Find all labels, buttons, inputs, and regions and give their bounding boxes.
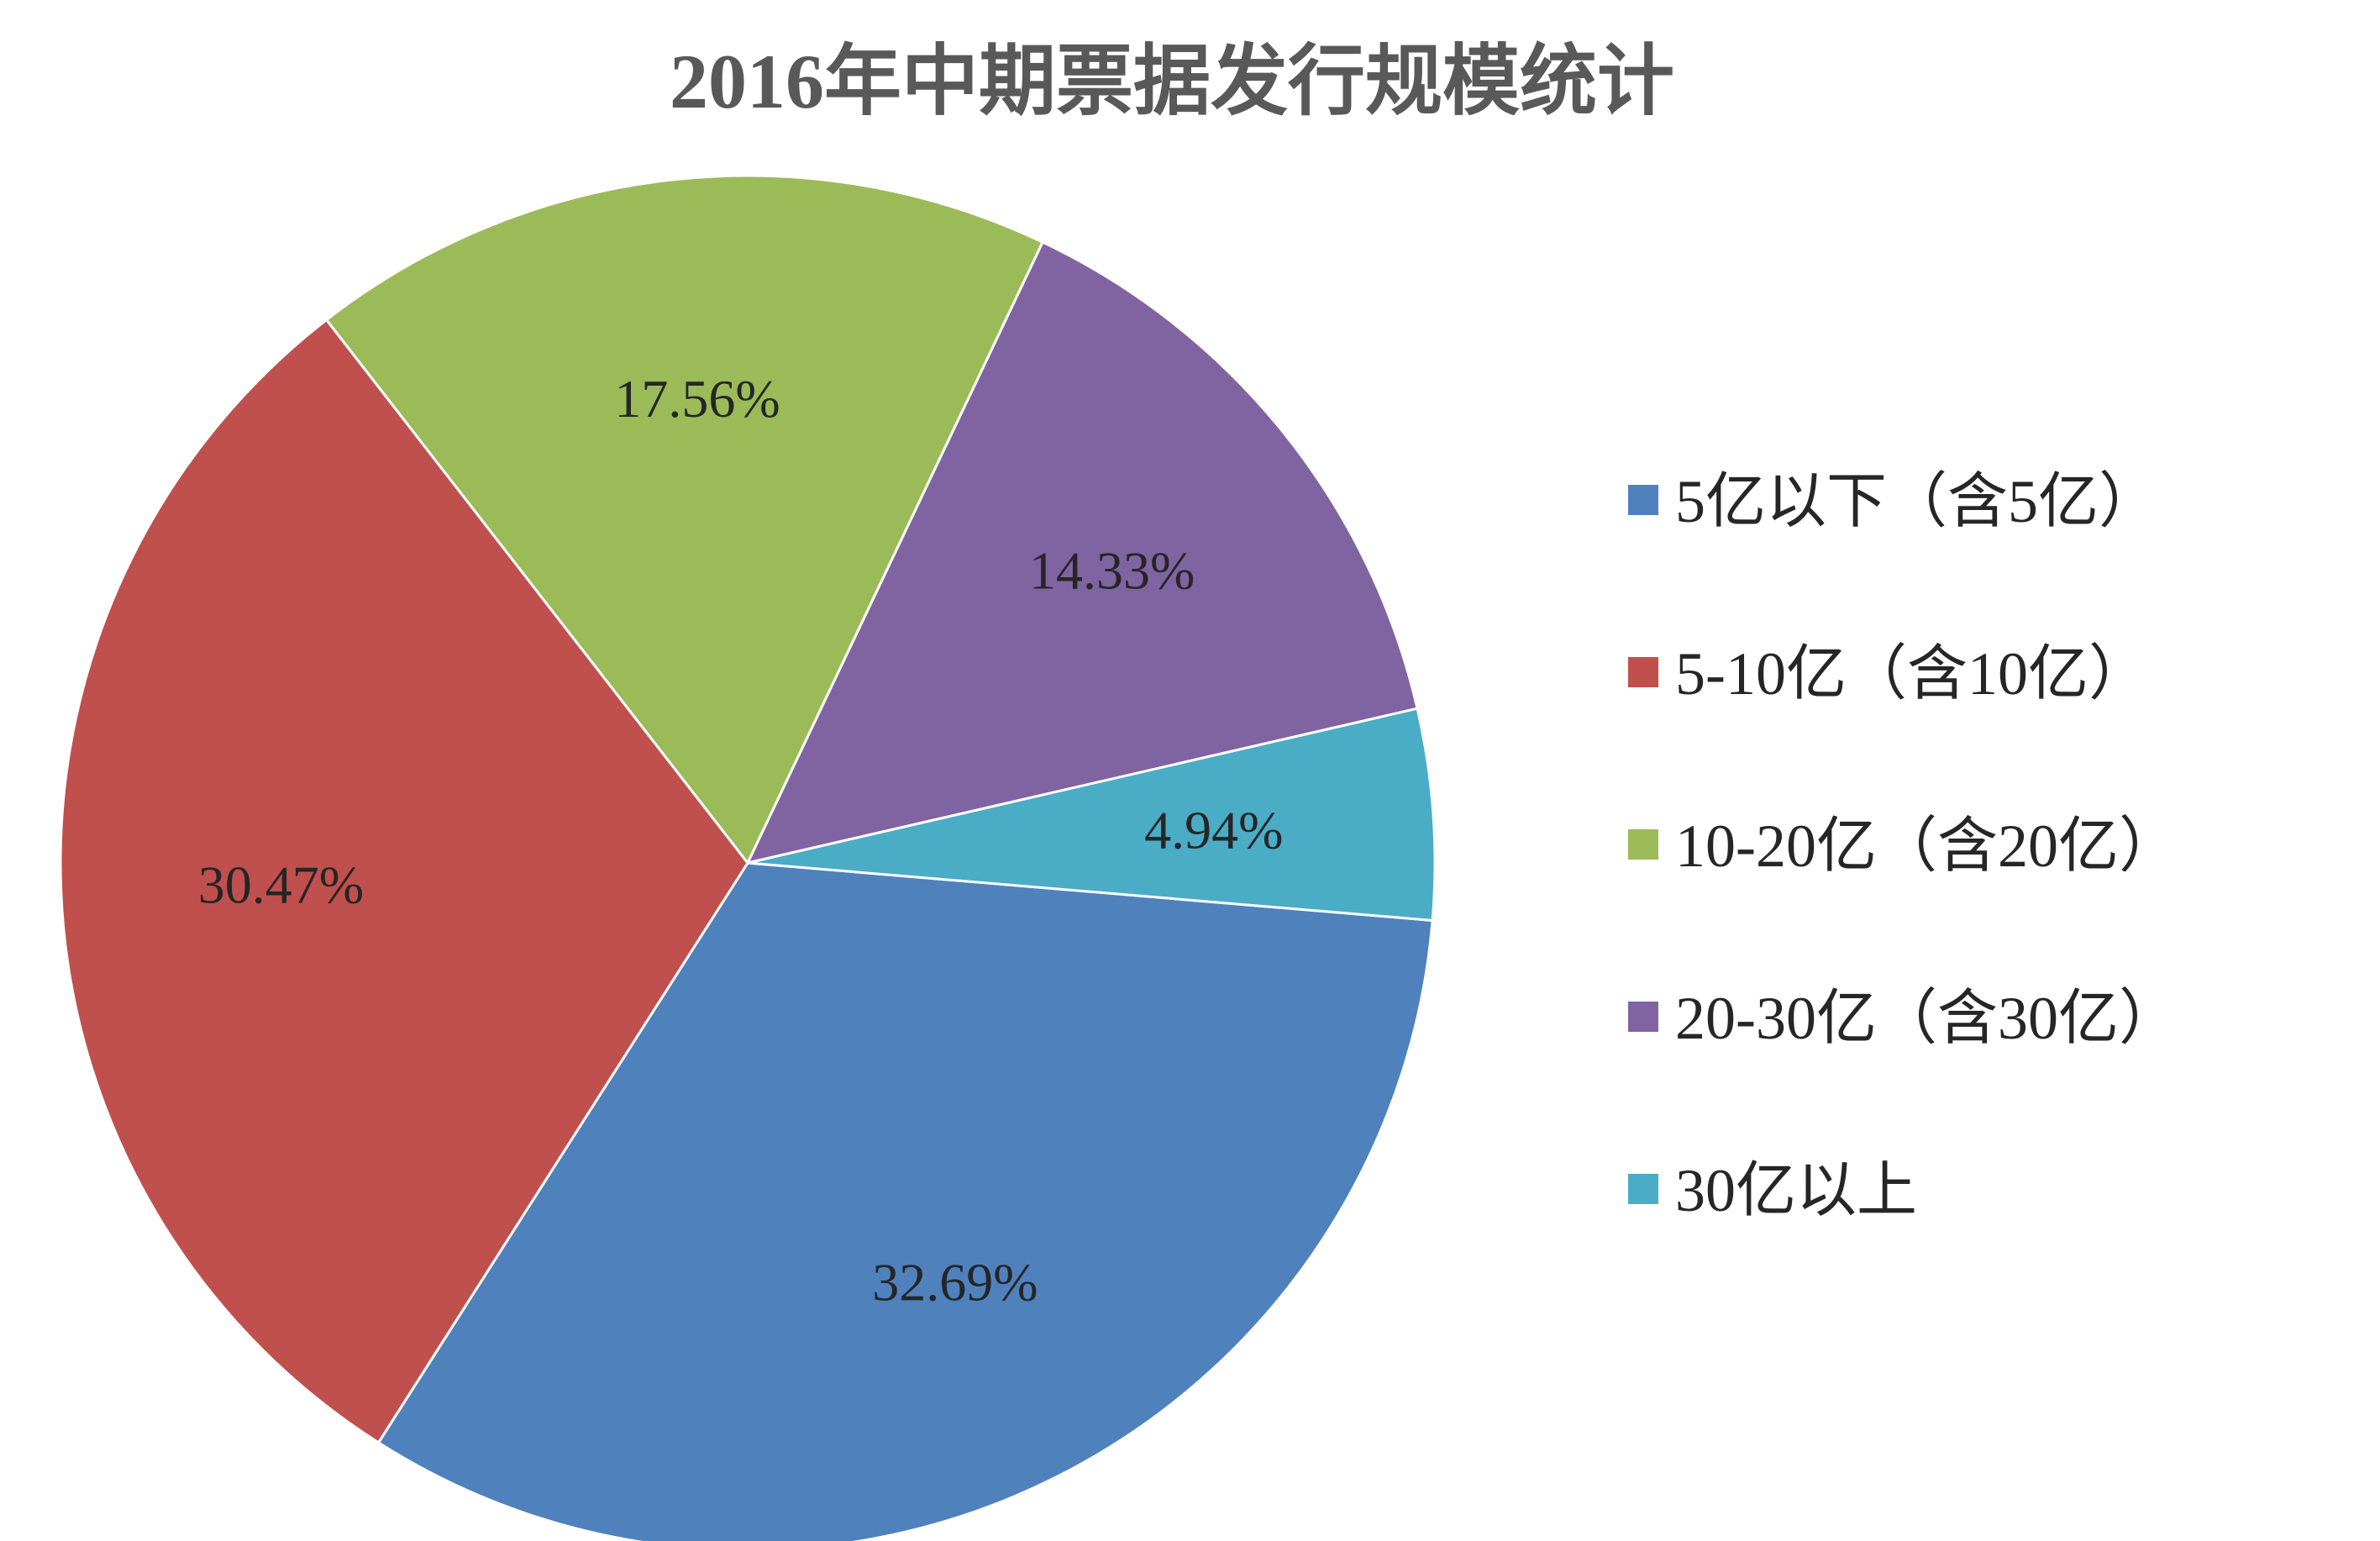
- legend-label-3: 10-20亿（含20亿）: [1675, 813, 2179, 880]
- chart-title: 2016年中期票据发行规模统计: [670, 39, 1674, 124]
- legend-item-5: 30亿以上: [1628, 1157, 1917, 1224]
- legend-swatch-3: [1628, 829, 1658, 860]
- data-label-4: 14.33%: [1029, 541, 1195, 601]
- pie-slices: [59, 174, 1437, 1541]
- pie-data-labels: 32.69% 30.47% 17.56% 14.33% 4.94%: [198, 369, 1284, 1312]
- pie-slice-4: [745, 240, 1419, 865]
- legend-label-2: 5-10亿（含10亿）: [1675, 640, 2149, 707]
- pie-slice-1: [376, 861, 1434, 1541]
- legend: 5亿以下（含5亿） 5-10亿（含10亿） 10-20亿（含20亿） 20-30亿（含…: [1628, 468, 2179, 1224]
- legend-item-4: 20-30亿（含30亿）: [1628, 985, 2179, 1052]
- legend-swatch-1: [1628, 485, 1658, 515]
- legend-swatch-2: [1628, 657, 1658, 687]
- pie-slice-2: [59, 318, 749, 1445]
- data-label-5: 4.94%: [1144, 800, 1283, 860]
- legend-label-5: 30亿以上: [1675, 1157, 1917, 1224]
- legend-item-3: 10-20亿（含20亿）: [1628, 813, 2179, 880]
- pie-slice-5: [747, 707, 1437, 923]
- data-label-1: 32.69%: [872, 1252, 1038, 1312]
- legend-label-1: 5亿以下（含5亿）: [1675, 468, 2159, 535]
- pie-slice-3: [324, 174, 1045, 865]
- legend-swatch-4: [1628, 1002, 1658, 1032]
- legend-item-1: 5亿以下（含5亿）: [1628, 468, 2159, 535]
- legend-item-2: 5-10亿（含10亿）: [1628, 640, 2149, 707]
- legend-swatch-5: [1628, 1174, 1658, 1204]
- data-label-3: 17.56%: [614, 369, 780, 429]
- data-label-2: 30.47%: [198, 855, 364, 915]
- legend-label-4: 20-30亿（含30亿）: [1675, 985, 2179, 1052]
